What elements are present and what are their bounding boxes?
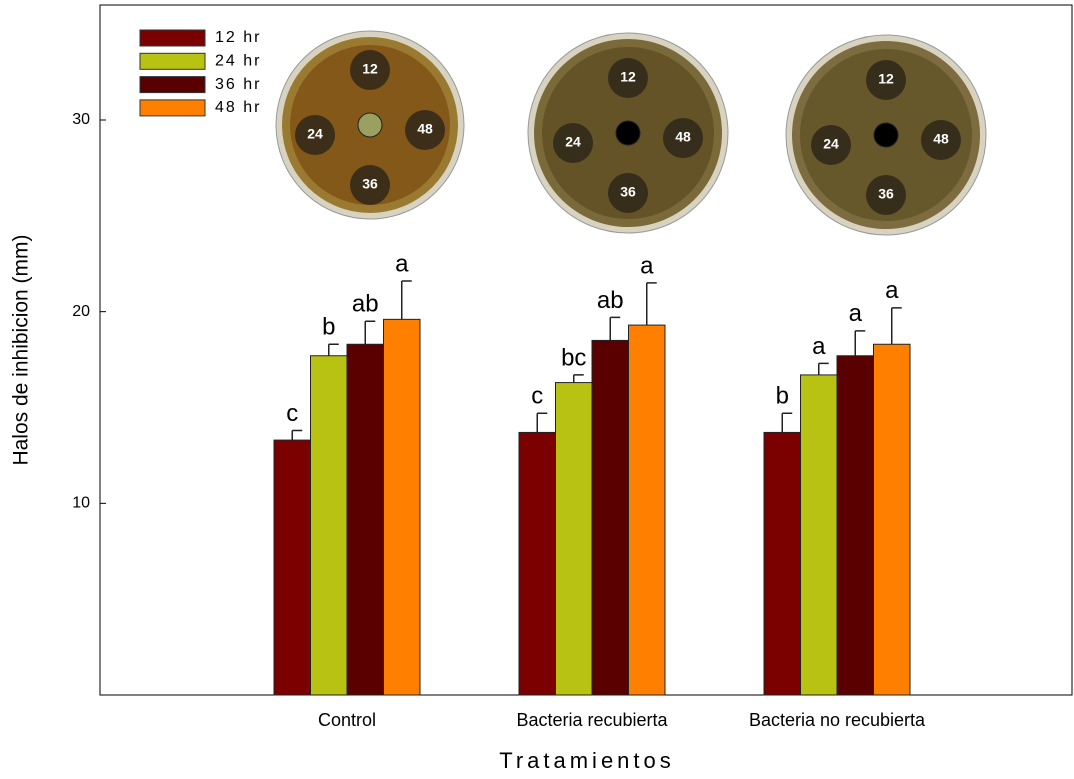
well-label: 36 xyxy=(620,184,636,200)
well-label: 12 xyxy=(362,61,378,77)
error-bar xyxy=(610,317,620,340)
y-axis-label: Halos de inhibicion (mm) xyxy=(10,234,33,465)
bar xyxy=(519,432,556,695)
well-label: 12 xyxy=(620,69,636,85)
significance-label: b xyxy=(776,383,789,410)
well-label: 48 xyxy=(417,121,433,137)
x-axis-label: Tratamientos xyxy=(499,748,675,773)
legend-swatch xyxy=(140,53,205,69)
significance-label: a xyxy=(849,300,863,327)
bar xyxy=(311,356,348,695)
center-well xyxy=(616,121,640,145)
bar xyxy=(874,344,911,695)
well-label: 36 xyxy=(362,176,378,192)
significance-label: bc xyxy=(561,344,586,371)
bar xyxy=(592,340,629,695)
bar xyxy=(384,319,421,695)
significance-label: ab xyxy=(352,291,379,318)
legend-label: 36 hr xyxy=(215,76,261,93)
error-bar xyxy=(292,431,302,441)
well-label: 24 xyxy=(565,134,581,150)
bar xyxy=(274,440,311,695)
well-label: 48 xyxy=(675,129,691,145)
y-tick-label: 30 xyxy=(72,111,90,128)
significance-label: a xyxy=(640,252,654,279)
well-label: 36 xyxy=(878,186,894,202)
significance-label: a xyxy=(885,277,899,304)
error-bar xyxy=(647,283,657,325)
bar xyxy=(556,383,593,695)
well-label: 24 xyxy=(307,126,323,142)
significance-label: a xyxy=(395,250,409,277)
significance-label: b xyxy=(322,314,335,341)
legend-swatch xyxy=(140,77,205,93)
error-bar xyxy=(892,308,902,344)
chart: Halos de inhibicion (mm) Tratamientos 12… xyxy=(0,0,1074,779)
significance-label: c xyxy=(286,400,298,427)
significance-label: c xyxy=(531,383,543,410)
y-tick-label: 20 xyxy=(72,303,90,320)
x-tick-label: Bacteria no recubierta xyxy=(749,710,926,730)
significance-label: a xyxy=(812,333,826,360)
y-tick-label: 10 xyxy=(72,495,90,512)
well-label: 12 xyxy=(878,71,894,87)
error-bar xyxy=(329,344,339,356)
center-well xyxy=(358,113,382,137)
x-tick-label: Bacteria recubierta xyxy=(516,710,668,730)
error-bar xyxy=(537,413,547,432)
bar xyxy=(629,325,666,695)
error-bar xyxy=(855,331,865,356)
bar xyxy=(801,375,838,695)
legend-label: 48 hr xyxy=(215,99,261,116)
error-bar xyxy=(365,321,375,344)
bar xyxy=(837,356,874,695)
legend-swatch xyxy=(140,30,205,46)
error-bar xyxy=(782,413,792,432)
center-well xyxy=(874,123,898,147)
legend-swatch xyxy=(140,100,205,116)
significance-label: ab xyxy=(597,287,624,314)
error-bar xyxy=(574,375,584,383)
bar xyxy=(347,344,384,695)
bar xyxy=(764,432,801,695)
error-bar xyxy=(819,363,829,375)
well-label: 24 xyxy=(823,136,839,152)
well-label: 48 xyxy=(933,131,949,147)
legend-label: 24 hr xyxy=(215,53,261,70)
legend-label: 12 hr xyxy=(215,29,261,46)
error-bar xyxy=(402,281,412,319)
x-tick-label: Control xyxy=(318,710,376,730)
